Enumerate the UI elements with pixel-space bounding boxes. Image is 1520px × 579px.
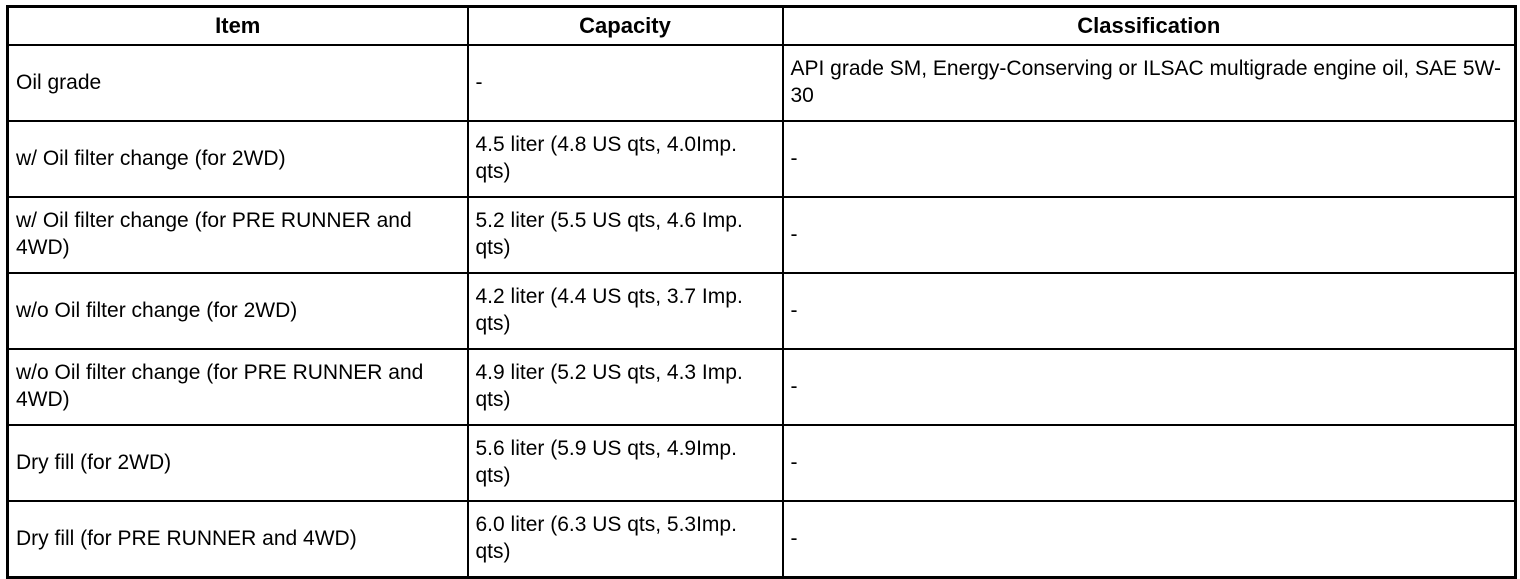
cell-classification: - — [781, 120, 1517, 198]
cell-item: w/o Oil filter change (for 2WD) — [6, 272, 469, 350]
column-header-classification: Classification — [781, 5, 1517, 46]
table-header-row: Item Capacity Classification — [6, 5, 1517, 46]
manual-page: Item Capacity Classification Oil grade -… — [6, 5, 1517, 579]
column-header-item: Item — [6, 5, 469, 46]
cell-item: Dry fill (for PRE RUNNER and 4WD) — [6, 500, 469, 579]
table-row: w/ Oil filter change (for PRE RUNNER and… — [6, 196, 1517, 274]
cell-capacity: 4.9 liter (5.2 US qts, 4.3 Imp. qts) — [466, 348, 784, 426]
cell-capacity: - — [466, 44, 784, 122]
table-row: w/o Oil filter change (for 2WD) 4.2 lite… — [6, 272, 1517, 350]
cell-classification: - — [781, 424, 1517, 502]
column-header-capacity: Capacity — [466, 5, 784, 46]
cell-capacity: 5.2 liter (5.5 US qts, 4.6 Imp. qts) — [466, 196, 784, 274]
cell-classification: - — [781, 348, 1517, 426]
cell-capacity: 4.2 liter (4.4 US qts, 3.7 Imp. qts) — [466, 272, 784, 350]
table-row: Dry fill (for PRE RUNNER and 4WD) 6.0 li… — [6, 500, 1517, 579]
cell-item: w/ Oil filter change (for PRE RUNNER and… — [6, 196, 469, 274]
cell-classification: - — [781, 272, 1517, 350]
cell-classification: API grade SM, Energy-Conserving or ILSAC… — [781, 44, 1517, 122]
cell-capacity: 5.6 liter (5.9 US qts, 4.9Imp. qts) — [466, 424, 784, 502]
table-row: Oil grade - API grade SM, Energy-Conserv… — [6, 44, 1517, 122]
engine-oil-capacity-table: Item Capacity Classification Oil grade -… — [6, 5, 1517, 579]
cell-item: w/ Oil filter change (for 2WD) — [6, 120, 469, 198]
cell-item: w/o Oil filter change (for PRE RUNNER an… — [6, 348, 469, 426]
table-row: w/o Oil filter change (for PRE RUNNER an… — [6, 348, 1517, 426]
cell-capacity: 4.5 liter (4.8 US qts, 4.0Imp. qts) — [466, 120, 784, 198]
cell-item: Oil grade — [6, 44, 469, 122]
cell-classification: - — [781, 196, 1517, 274]
table-row: w/ Oil filter change (for 2WD) 4.5 liter… — [6, 120, 1517, 198]
cell-classification: - — [781, 500, 1517, 579]
cell-capacity: 6.0 liter (6.3 US qts, 5.3Imp. qts) — [466, 500, 784, 579]
table-row: Dry fill (for 2WD) 5.6 liter (5.9 US qts… — [6, 424, 1517, 502]
cell-item: Dry fill (for 2WD) — [6, 424, 469, 502]
